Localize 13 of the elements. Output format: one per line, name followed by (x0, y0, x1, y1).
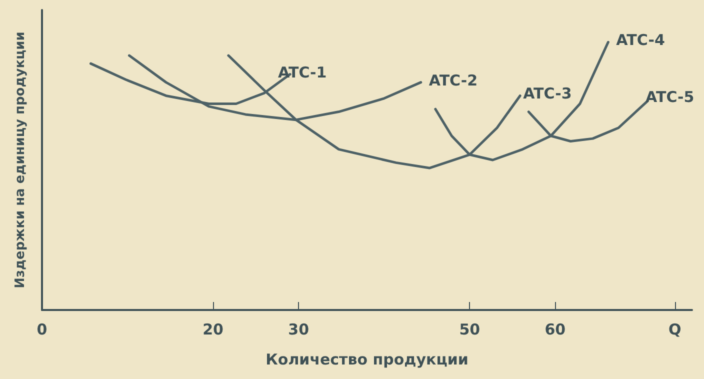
x-tick-label: 50 (459, 320, 480, 338)
y-axis-title: Издержки на единицу продукции (13, 32, 28, 288)
x-tick-label: Q (668, 320, 682, 338)
series-label: ATC-5 (646, 88, 694, 106)
x-tick-label: 60 (544, 320, 566, 338)
series-label: ATC-4 (616, 31, 665, 50)
series-label: ATC-1 (278, 63, 327, 82)
x-tick-label: 0 (36, 320, 48, 338)
x-tick-label: 30 (288, 320, 310, 338)
x-tick-label: 20 (202, 320, 224, 338)
x-axis-title: Количество продукции (266, 350, 468, 368)
series-label: ATC-3 (523, 84, 572, 103)
series-label: ATC-2 (428, 71, 478, 90)
